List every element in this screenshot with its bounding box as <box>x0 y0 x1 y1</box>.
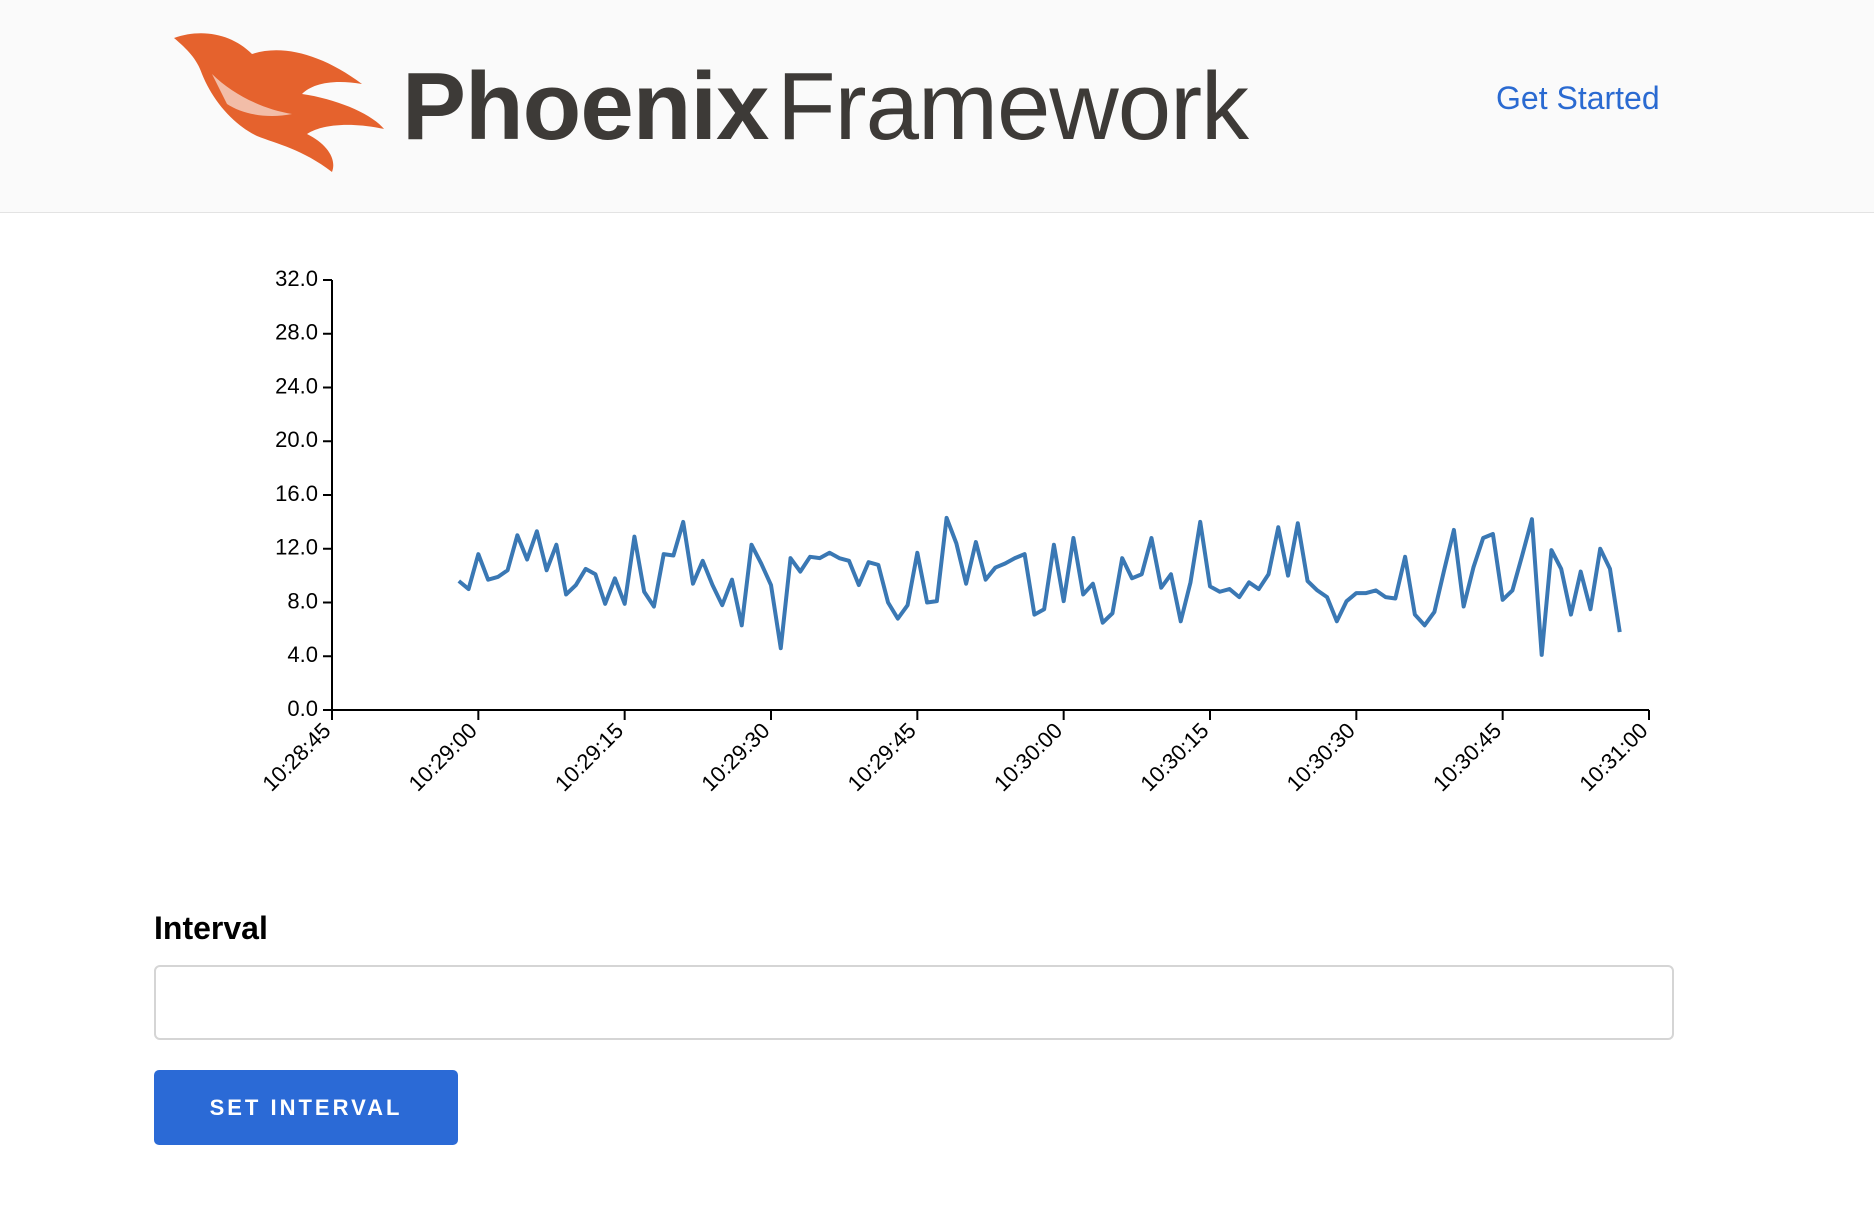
x-tick-label: 10:28:45 <box>257 718 335 796</box>
y-tick-label: 8.0 <box>287 588 318 613</box>
nav-link[interactable]: Get Started <box>1496 80 1660 116</box>
y-tick-label: 4.0 <box>287 642 318 667</box>
x-tick-label: 10:30:30 <box>1282 718 1360 796</box>
x-tick-label: 10:30:15 <box>1135 718 1213 796</box>
logo-light: Framework <box>777 53 1249 160</box>
y-tick-label: 12.0 <box>275 535 318 560</box>
logo-bold: Phoenix <box>402 53 769 160</box>
data-line <box>457 515 1622 657</box>
x-tick-label: 10:30:00 <box>989 718 1067 796</box>
x-tick-label: 10:30:45 <box>1428 718 1506 796</box>
chart: 0.0 4.0 8.0 12.0 16.0 20.0 24.0 28.0 32.0 10:28:4… <box>257 266 1652 796</box>
y-tick-label: 16.0 <box>275 481 318 506</box>
x-tick-label: 10:29:30 <box>696 718 774 796</box>
header: Phoenix Framework Get Started <box>0 0 1874 213</box>
y-tick-label: 20.0 <box>275 427 318 452</box>
x-tick-label: 10:29:15 <box>550 718 628 796</box>
x-tick-label: 10:31:00 <box>1574 718 1652 796</box>
y-tick-label: 32.0 <box>275 266 318 291</box>
y-tick-label: 24.0 <box>275 373 318 398</box>
set-interval-button[interactable]: SET INTERVAL <box>154 1070 458 1145</box>
interval-input[interactable] <box>154 965 1674 1040</box>
x-tick-label: 10:29:45 <box>843 718 921 796</box>
field-label: Interval <box>154 910 268 946</box>
x-tick-label: 10:29:00 <box>404 718 482 796</box>
logo[interactable]: Phoenix Framework <box>172 24 1249 174</box>
y-tick-label: 0.0 <box>287 696 318 721</box>
y-tick-label: 28.0 <box>275 320 318 345</box>
logo-icon <box>174 33 384 172</box>
